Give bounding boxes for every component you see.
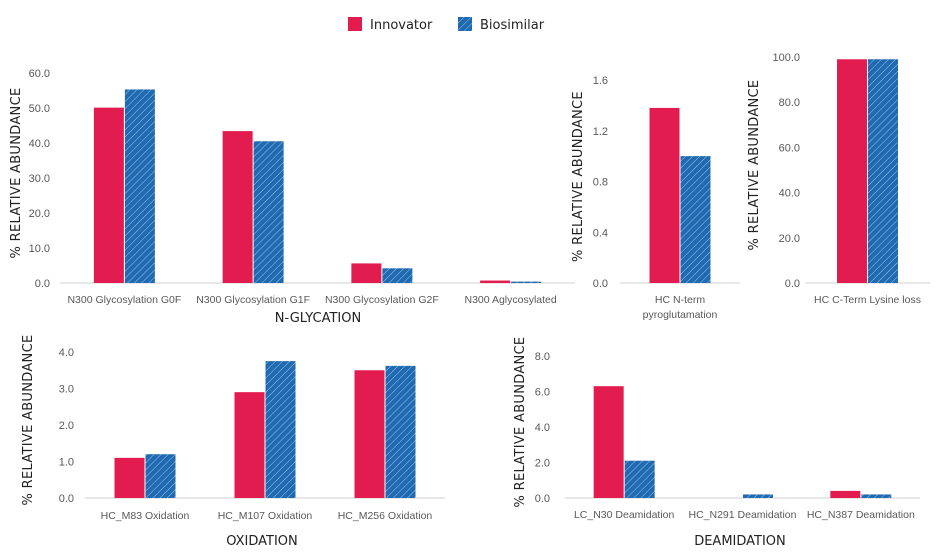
category-label: N300 Aglycosylated — [465, 294, 557, 306]
legend-label-biosimilar: Biosimilar — [480, 18, 545, 33]
bar-innovator — [354, 370, 385, 498]
bar-innovator — [93, 107, 124, 284]
bar-biosimilar — [145, 454, 176, 498]
y-tick-label: 20.0 — [29, 208, 50, 220]
y-tick-label: 0.0 — [785, 278, 800, 290]
y-tick-label: 6.0 — [535, 387, 550, 399]
bar-biosimilar — [385, 365, 416, 498]
panel-n-glycation: 0.0 10.0 20.0 30.0 40.0 50.0 60.0 % RELATIVE AB… — [9, 68, 575, 326]
y-tick-label: 40.0 — [779, 188, 800, 200]
y-tick-label: 20.0 — [779, 233, 800, 245]
bar-biosimilar — [680, 156, 711, 283]
y-axis-label: % RELATIVE ABUNDANCE — [747, 80, 762, 251]
y-tick-label: 0.0 — [535, 493, 550, 505]
bar-biosimilar — [511, 281, 542, 283]
category-label: N300 Glycosylation G2F — [325, 294, 439, 306]
category-label: HC C-Term Lysine loss — [814, 294, 921, 306]
bar-innovator — [234, 392, 265, 498]
bar-biosimilar — [382, 268, 413, 283]
bar-innovator — [593, 386, 624, 498]
y-tick-label: 2.0 — [59, 420, 74, 432]
y-tick-label: 30.0 — [29, 173, 50, 185]
category-label: HC_N291 Deamidation — [689, 509, 797, 521]
y-tick-label: 40.0 — [29, 138, 50, 150]
bar-innovator — [351, 263, 382, 283]
y-tick-label: 0.0 — [35, 278, 50, 290]
category-label: LC_N30 Deamidation — [574, 509, 675, 521]
bar-innovator — [480, 280, 511, 283]
bar-innovator — [649, 107, 680, 283]
category-label: N300 Glycosylation G0F — [67, 294, 181, 306]
y-tick-label: 0.8 — [593, 177, 608, 189]
y-tick-label: 1.2 — [593, 126, 608, 138]
y-tick-label: 100.0 — [772, 52, 800, 64]
bar-innovator — [114, 457, 145, 498]
category-label: pyroglutamation — [643, 309, 718, 321]
panel-chart-2: 0.0 20.0 40.0 60.0 80.0 100.0 % RELATIVE ABUND… — [747, 52, 930, 306]
category-label: HC_M83 Oxidation — [101, 510, 190, 522]
panel-oxidation: 0.0 1.0 2.0 3.0 4.0 % RELATIVE ABUNDANCE HC_M8… — [21, 335, 445, 549]
bar-biosimilar — [265, 361, 296, 498]
category-label: HC_M256 Oxidation — [338, 510, 433, 522]
y-tick-label: 2.0 — [535, 458, 550, 470]
bar-biosimilar — [124, 89, 155, 283]
category-label: HC N-term — [655, 294, 705, 306]
y-tick-label: 60.0 — [779, 142, 800, 154]
category-label: HC_N387 Deamidation — [807, 509, 915, 521]
y-tick-label: 50.0 — [29, 103, 50, 115]
y-tick-label: 0.0 — [59, 493, 74, 505]
legend-swatch-biosimilar — [458, 17, 472, 31]
y-tick-label: 80.0 — [779, 97, 800, 109]
bar-biosimilar — [253, 141, 284, 283]
bar-biosimilar — [861, 494, 892, 498]
y-axis-label: % RELATIVE ABUNDANCE — [571, 91, 586, 262]
y-tick-label: 1.0 — [59, 457, 74, 469]
y-tick-label: 4.0 — [59, 347, 74, 359]
category-label: HC_M107 Oxidation — [218, 510, 313, 522]
y-axis-label: % RELATIVE ABUNDANCE — [513, 337, 528, 508]
y-tick-label: 4.0 — [535, 422, 550, 434]
x-axis-title: N-GLYCATION — [275, 311, 361, 326]
y-tick-label: 3.0 — [59, 384, 74, 396]
panel-chart-1: 0.0 0.4 0.8 1.2 1.6 % RELATIVE ABUNDANCE HC N-… — [571, 75, 740, 321]
y-tick-label: 0.4 — [593, 227, 608, 239]
y-axis-label: % RELATIVE ABUNDANCE — [21, 335, 36, 506]
y-tick-label: 1.6 — [593, 75, 608, 87]
y-tick-label: 0.0 — [593, 278, 608, 290]
x-axis-title: DEAMIDATION — [694, 534, 786, 549]
category-label: N300 Glycosylation G1F — [196, 294, 310, 306]
bar-biosimilar — [624, 460, 655, 498]
y-tick-label: 60.0 — [29, 68, 50, 80]
bar-innovator — [222, 131, 253, 283]
y-axis-label: % RELATIVE ABUNDANCE — [9, 88, 24, 259]
bar-biosimilar — [868, 59, 898, 284]
panel-deamidation: 0.0 2.0 4.0 6.0 8.0 % RELATIVE ABUNDANCE LC_N3… — [513, 337, 920, 549]
y-tick-label: 8.0 — [535, 351, 550, 363]
legend-label-innovator: Innovator — [370, 18, 433, 33]
legend: Innovator Biosimilar — [348, 17, 545, 33]
legend-swatch-innovator — [348, 17, 362, 31]
x-axis-title: OXIDATION — [226, 534, 298, 549]
bar-innovator — [837, 59, 867, 284]
y-tick-label: 10.0 — [29, 243, 50, 255]
bar-innovator — [830, 490, 861, 498]
bar-biosimilar — [743, 494, 773, 498]
